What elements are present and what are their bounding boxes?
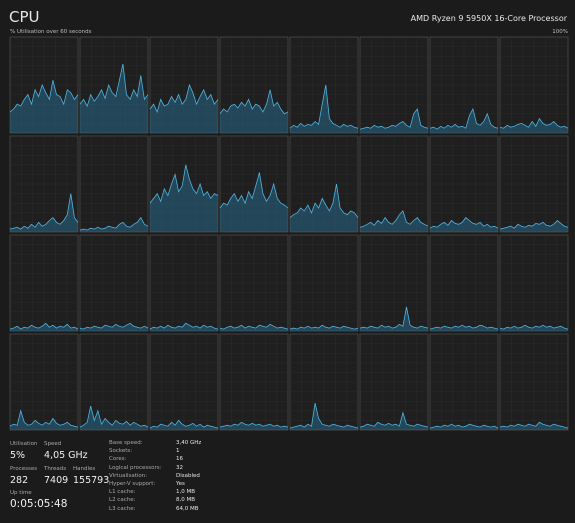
cpu-area: [430, 217, 498, 232]
cpu-area: [290, 85, 358, 133]
detail-value: 32: [176, 464, 183, 471]
cpu-line: [499, 324, 569, 330]
cpu-line: [149, 419, 219, 429]
cpu-line: [359, 210, 429, 228]
cpu-area: [290, 184, 358, 232]
cpu-line: [499, 421, 569, 429]
cpu-area: [290, 403, 358, 430]
cpu-line: [9, 322, 79, 330]
cpu-area: [220, 324, 288, 331]
stat-label: Speed: [44, 441, 62, 447]
cpu-line: [429, 324, 499, 330]
cpu-line: [499, 117, 569, 129]
detail-value: Yes: [176, 481, 185, 487]
detail-label: Sockets:: [109, 448, 133, 455]
cpu-area: [150, 164, 218, 232]
cpu-line: [359, 108, 429, 130]
detail-value: 64,0 MB: [176, 505, 199, 512]
stat-value: 282: [10, 475, 29, 486]
cpu-area: [500, 325, 568, 331]
cpu-area: [80, 217, 148, 232]
stat-label: Up time: [10, 490, 32, 496]
detail-value: 8,0 MB: [176, 497, 196, 504]
detail-label: Logical processors:: [109, 464, 162, 471]
cpu-line: [289, 324, 359, 330]
cpu-line: [149, 164, 219, 204]
cpu-line: [219, 323, 289, 330]
cpu-area: [220, 89, 288, 133]
cpu-area: [220, 172, 288, 232]
cpu-line: [499, 219, 569, 230]
cpu-line: [79, 322, 149, 330]
detail-value: Disabled: [176, 472, 200, 479]
processor-name: AMD Ryzen 9 5950X 16-Core Processor: [410, 14, 567, 23]
cpu-line: [289, 84, 359, 129]
detail-value: 1: [176, 448, 180, 455]
stat-label: Processes: [10, 466, 38, 472]
detail-label: Base speed:: [109, 440, 143, 446]
stat-label: Handles: [73, 466, 96, 472]
cpu-area: [430, 424, 498, 430]
cpu-line: [79, 216, 149, 231]
detail-value: 16: [176, 456, 183, 463]
stat-value: 0:05:05:48: [10, 498, 68, 510]
cpu-area: [80, 63, 148, 133]
cpu-area: [220, 422, 288, 430]
cpu-line: [289, 183, 359, 218]
cpu-line: [429, 217, 499, 229]
cpu-line: [79, 63, 149, 108]
cpu-area: [430, 325, 498, 331]
detail-label: L3 cache:: [109, 505, 136, 512]
cpu-line: [429, 423, 499, 429]
cpu-area: [10, 80, 78, 133]
cpu-line: [9, 409, 79, 428]
cpu-area: [290, 325, 358, 331]
cpu-line: [429, 107, 499, 130]
cpu-area: [430, 109, 498, 133]
detail-value: 1,0 MB: [176, 489, 196, 496]
cpu-area: [500, 118, 568, 133]
stat-value: 4,05 GHz: [44, 450, 88, 461]
cpu-line: [359, 411, 429, 428]
cpu-line: [149, 322, 219, 330]
cpu-area: [10, 323, 78, 331]
detail-label: Hyper-V support:: [109, 481, 156, 487]
cpu-line: [9, 193, 79, 230]
detail-label: L2 cache:: [109, 497, 136, 504]
page-title: CPU: [9, 8, 40, 26]
detail-label: Cores:: [109, 456, 127, 463]
cpu-line: [149, 83, 219, 114]
detail-value: 3,40 GHz: [176, 440, 202, 446]
cpu-area: [360, 210, 428, 232]
cpu-line: [9, 80, 79, 113]
cpu-area: [80, 406, 148, 430]
cpu-area: [500, 220, 568, 232]
cpu-line: [289, 403, 359, 429]
cpu-area: [500, 422, 568, 430]
stat-value: 7409: [44, 475, 69, 486]
cpu-area: [360, 307, 428, 331]
graph-max: 100%: [552, 29, 568, 35]
stat-value: 5%: [10, 450, 26, 461]
stat-label: Utilisation: [10, 441, 38, 447]
cpu-line: [359, 306, 429, 329]
detail-label: Virtualisation:: [109, 472, 148, 479]
cpu-line: [219, 421, 289, 428]
graph-label: % Utilisation over 60 seconds: [10, 29, 92, 35]
cpu-area: [80, 323, 148, 331]
cpu-area: [150, 85, 218, 133]
cpu-line: [79, 405, 149, 428]
cpu-graph-grid: [9, 36, 569, 431]
cpu-line: [219, 172, 289, 209]
cpu-area: [150, 323, 218, 331]
stat-value: 155793: [73, 475, 110, 486]
stat-label: Threads: [44, 466, 67, 472]
cpu-line: [219, 89, 289, 115]
detail-label: L1 cache:: [109, 489, 136, 496]
